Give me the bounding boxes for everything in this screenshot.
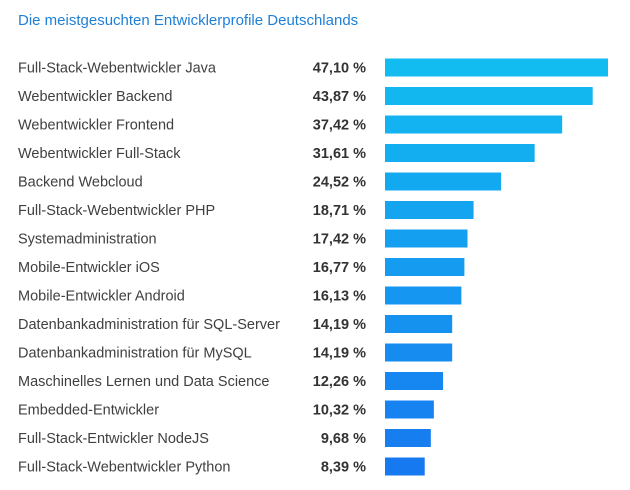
category-label: Full-Stack-Entwickler NodeJS bbox=[18, 431, 209, 447]
category-label: Backend Webcloud bbox=[18, 175, 143, 191]
bar-row: Webentwickler Frontend 37,42 % bbox=[18, 115, 563, 134]
bar-row: Webentwickler Full-Stack 31,61 % bbox=[18, 144, 535, 162]
bar bbox=[385, 229, 468, 248]
bar bbox=[385, 372, 444, 390]
category-label: Webentwickler Backend bbox=[18, 89, 172, 105]
bar bbox=[385, 87, 593, 105]
category-label: Datenbankadministration für MySQL bbox=[18, 346, 252, 362]
value-label: 16,77 % bbox=[313, 260, 366, 276]
value-label: 12,26 % bbox=[313, 374, 366, 390]
category-label: Maschinelles Lernen und Data Science bbox=[18, 374, 269, 390]
bar-row: Embedded-Entwickler 10,32 % bbox=[18, 400, 434, 419]
value-label: 17,42 % bbox=[313, 232, 366, 248]
category-label: Full-Stack-Webentwickler Python bbox=[18, 460, 230, 476]
category-label: Webentwickler Full-Stack bbox=[18, 146, 181, 162]
value-label: 31,61 % bbox=[313, 146, 366, 162]
value-label: 10,32 % bbox=[313, 403, 366, 419]
bar bbox=[385, 172, 502, 191]
bar-row: Maschinelles Lernen und Data Science 12,2… bbox=[18, 372, 444, 390]
category-label: Full-Stack-Webentwickler PHP bbox=[18, 203, 215, 219]
value-label: 16,13 % bbox=[313, 289, 366, 305]
bar bbox=[385, 115, 563, 134]
bar-row: Webentwickler Backend 43,87 % bbox=[18, 87, 593, 105]
bar-row: Systemadministration 17,42 % bbox=[18, 229, 468, 248]
category-label: Datenbankadministration für SQL-Server bbox=[18, 317, 280, 333]
bar bbox=[385, 58, 608, 77]
category-label: Webentwickler Frontend bbox=[18, 118, 174, 134]
value-label: 37,42 % bbox=[313, 118, 366, 134]
bar bbox=[385, 201, 474, 219]
bar-row: Datenbankadministration für SQL-Server 14… bbox=[18, 315, 453, 333]
value-label: 47,10 % bbox=[313, 61, 366, 77]
bar bbox=[385, 457, 425, 476]
value-label: 14,19 % bbox=[313, 317, 366, 333]
value-label: 24,52 % bbox=[313, 175, 366, 191]
bar-row: Mobile-Entwickler iOS 16,77 % bbox=[18, 258, 465, 276]
value-label: 8,39 % bbox=[321, 460, 366, 476]
bar-row: Full-Stack-Webentwickler PHP 18,71 % bbox=[18, 201, 474, 219]
bar bbox=[385, 429, 431, 447]
value-label: 43,87 % bbox=[313, 89, 366, 105]
bar-row: Full-Stack-Webentwickler Java 47,10 % bbox=[18, 58, 608, 77]
category-label: Mobile-Entwickler iOS bbox=[18, 260, 160, 276]
category-label: Systemadministration bbox=[18, 232, 157, 248]
chart-title: Die meistgesuchten Entwicklerprofile Deu… bbox=[18, 12, 359, 29]
value-label: 9,68 % bbox=[321, 431, 366, 447]
bar-row: Full-Stack-Webentwickler Python 8,39 % bbox=[18, 457, 425, 476]
bar bbox=[385, 400, 434, 419]
value-label: 14,19 % bbox=[313, 346, 366, 362]
bar bbox=[385, 343, 453, 362]
bar bbox=[385, 315, 453, 333]
bar bbox=[385, 144, 535, 162]
bar bbox=[385, 286, 462, 305]
bar-row: Backend Webcloud 24,52 % bbox=[18, 172, 502, 191]
category-label: Embedded-Entwickler bbox=[18, 403, 159, 419]
bar-row: Datenbankadministration für MySQL 14,19 % bbox=[18, 343, 453, 362]
bar bbox=[385, 258, 465, 276]
bar-row: Full-Stack-Entwickler NodeJS 9,68 % bbox=[18, 429, 431, 447]
bar-row: Mobile-Entwickler Android 16,13 % bbox=[18, 286, 462, 305]
value-label: 18,71 % bbox=[313, 203, 366, 219]
category-label: Mobile-Entwickler Android bbox=[18, 289, 185, 305]
category-label: Full-Stack-Webentwickler Java bbox=[18, 61, 217, 77]
